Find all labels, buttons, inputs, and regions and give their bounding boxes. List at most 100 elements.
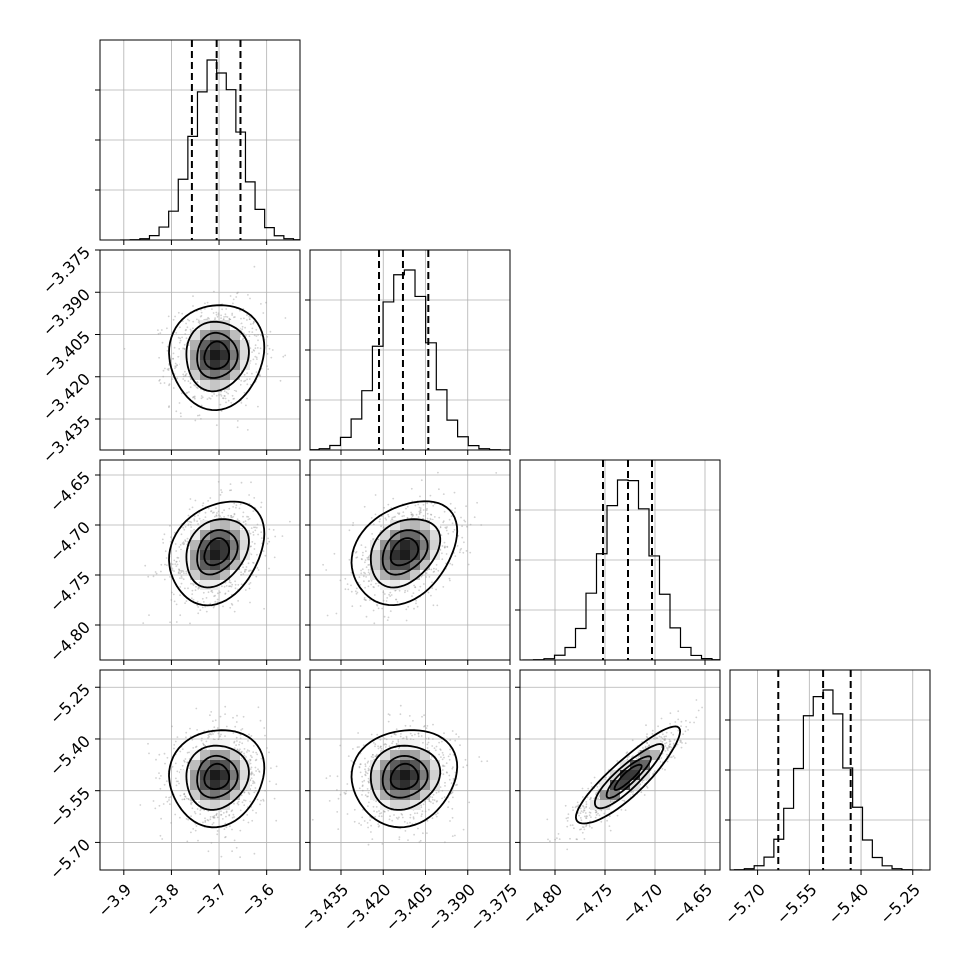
scatter-point xyxy=(247,516,250,518)
scatter-point xyxy=(206,301,209,304)
scatter-point xyxy=(457,736,460,738)
density-cell xyxy=(240,760,250,770)
scatter-point xyxy=(240,573,243,576)
scatter-point xyxy=(361,780,364,783)
scatter-point xyxy=(179,326,181,329)
scatter-point xyxy=(180,533,183,536)
scatter-point xyxy=(449,820,451,822)
density-cell xyxy=(410,790,420,800)
contour-level-3 xyxy=(203,340,230,370)
scatter-point xyxy=(251,327,254,330)
scatter-point xyxy=(651,729,654,732)
scatter-point xyxy=(459,744,461,747)
scatter-point xyxy=(183,343,186,346)
scatter-point xyxy=(377,745,379,748)
scatter-point xyxy=(370,733,373,736)
scatter-point xyxy=(189,498,192,500)
scatter-point xyxy=(243,332,245,335)
scatter-point xyxy=(366,556,369,559)
scatter-point xyxy=(447,755,450,758)
scatter-point xyxy=(448,577,451,580)
scatter-point xyxy=(170,562,172,565)
scatter-point xyxy=(170,599,173,601)
scatter-point xyxy=(393,516,395,518)
scatter-point xyxy=(401,515,404,518)
scatter-point xyxy=(379,518,381,521)
scatter-point xyxy=(139,804,142,806)
density-cell xyxy=(190,570,200,580)
scatter-point xyxy=(253,497,256,499)
density-cell xyxy=(200,570,210,580)
scatter-point xyxy=(189,520,191,523)
scatter-point xyxy=(230,602,233,605)
scatter-point xyxy=(255,770,257,772)
scatter-point xyxy=(383,810,386,813)
scatter-point xyxy=(175,777,177,780)
scatter-point xyxy=(190,803,193,806)
scatter-point xyxy=(282,355,285,358)
scatter-point xyxy=(325,777,328,780)
scatter-point xyxy=(228,318,231,321)
density-cell xyxy=(430,520,440,530)
scatter-point xyxy=(249,754,252,757)
scatter-point xyxy=(370,579,373,582)
scatter-point xyxy=(388,714,391,716)
scatter-point xyxy=(260,501,263,504)
scatter-point xyxy=(257,706,260,709)
scatter-point xyxy=(420,804,422,807)
scatter-point xyxy=(216,512,218,514)
scatter-point xyxy=(486,760,489,762)
scatter-point xyxy=(193,518,196,520)
scatter-point xyxy=(260,334,262,337)
scatter-point xyxy=(242,521,245,523)
scatter-point xyxy=(452,753,455,756)
scatter-point xyxy=(372,756,374,759)
scatter-point xyxy=(186,537,189,540)
scatter-point xyxy=(189,735,192,738)
density-cell xyxy=(180,560,190,570)
scatter-point xyxy=(246,814,249,816)
scatter-point xyxy=(421,715,423,718)
scatter-point xyxy=(377,747,380,750)
scatter-point xyxy=(437,471,439,474)
scatter-point xyxy=(197,606,200,608)
scatter-point xyxy=(164,563,166,566)
scatter-point xyxy=(190,799,193,802)
scatter-point xyxy=(453,528,456,531)
scatter-point xyxy=(192,295,194,297)
scatter-point xyxy=(250,735,253,737)
scatter-point xyxy=(363,505,366,508)
scatter-point xyxy=(361,816,364,819)
scatter-point xyxy=(415,513,418,516)
scatter-point xyxy=(202,821,204,824)
scatter-point xyxy=(200,397,203,400)
scatter-point xyxy=(246,378,249,381)
scatter-point xyxy=(246,429,249,431)
y-tick-label: −5.25 xyxy=(46,680,94,728)
density-cell xyxy=(210,340,220,350)
scatter-point xyxy=(177,336,180,339)
scatter-point xyxy=(248,793,251,795)
scatter-point xyxy=(352,748,354,750)
scatter-point xyxy=(219,515,222,517)
panel-3-0: −3.9 −3.8 −3.7 −3.6−5.70−5.55−5.40−5.25 xyxy=(46,669,301,921)
scatter-point xyxy=(252,751,255,753)
scatter-point xyxy=(177,571,180,574)
scatter-point xyxy=(368,801,370,804)
scatter-point xyxy=(181,748,184,750)
density-cell xyxy=(390,750,400,760)
panel-2-0: −4.80−4.75−4.70−4.65 xyxy=(46,459,301,666)
scatter-point xyxy=(251,756,253,759)
scatter-point xyxy=(195,585,197,588)
scatter-point xyxy=(229,483,232,485)
scatter-point xyxy=(451,835,454,837)
scatter-point xyxy=(451,816,454,819)
scatter-point xyxy=(431,817,434,820)
scatter-point xyxy=(192,305,194,307)
scatter-point xyxy=(200,739,203,742)
scatter-point xyxy=(208,735,210,738)
scatter-point xyxy=(175,603,178,606)
scatter-point xyxy=(177,572,180,575)
density-cell xyxy=(220,800,230,810)
scatter-point xyxy=(168,799,170,801)
